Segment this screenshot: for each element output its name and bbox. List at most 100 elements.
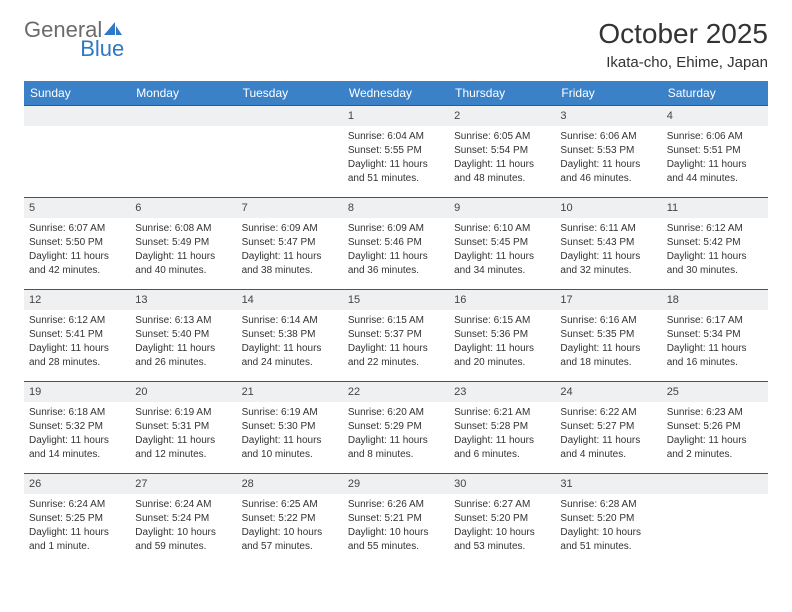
calendar-cell: 30Sunrise: 6:27 AMSunset: 5:20 PMDayligh… (449, 473, 555, 565)
day-number: 18 (662, 289, 768, 310)
sunrise-text: Sunrise: 6:15 AM (454, 314, 550, 327)
daylight-line2: and 10 minutes. (242, 448, 338, 461)
calendar-week: 1Sunrise: 6:04 AMSunset: 5:55 PMDaylight… (24, 105, 768, 197)
calendar-cell: 31Sunrise: 6:28 AMSunset: 5:20 PMDayligh… (555, 473, 661, 565)
day-number-empty (237, 105, 343, 126)
daylight-line2: and 8 minutes. (348, 448, 444, 461)
daylight-line1: Daylight: 11 hours (560, 342, 656, 355)
day-number: 24 (555, 381, 661, 402)
daylight-line1: Daylight: 11 hours (348, 434, 444, 447)
day-info: Sunrise: 6:26 AMSunset: 5:21 PMDaylight:… (343, 494, 449, 556)
daylight-line2: and 34 minutes. (454, 264, 550, 277)
sunset-text: Sunset: 5:38 PM (242, 328, 338, 341)
day-info: Sunrise: 6:11 AMSunset: 5:43 PMDaylight:… (555, 218, 661, 280)
day-info: Sunrise: 6:07 AMSunset: 5:50 PMDaylight:… (24, 218, 130, 280)
calendar-cell-empty (662, 473, 768, 565)
calendar-week: 12 Sunrise: 6:12 AMSunset: 5:41 PM Dayligh… (24, 289, 768, 381)
sunrise-text: Sunrise: 6:24 AM (29, 498, 125, 511)
sunrise-text: Sunrise: 6:06 AM (667, 130, 763, 143)
daylight-line1: Daylight: 11 hours (135, 342, 231, 355)
day-info: Sunrise: 6:20 AMSunset: 5:29 PMDaylight:… (343, 402, 449, 464)
sunset-text: Sunset: 5:45 PM (454, 236, 550, 249)
daylight-line1: Daylight: 11 hours (242, 250, 338, 263)
calendar-cell: 9Sunrise: 6:10 AMSunset: 5:45 PMDaylight… (449, 197, 555, 289)
sunset-text: Sunset: 5:50 PM (29, 236, 125, 249)
sunset-text: Sunset: 5:41 PM (29, 328, 125, 341)
day-info: Sunrise: 6:15 AMSunset: 5:37 PMDaylight:… (343, 310, 449, 372)
daylight-line1: Daylight: 11 hours (667, 342, 763, 355)
calendar-table: SundayMondayTuesdayWednesdayThursdayFrid… (24, 81, 768, 565)
location: Ikata-cho, Ehime, Japan (598, 54, 768, 71)
sunrise-text: Sunrise: 6:20 AM (348, 406, 444, 419)
calendar-week: 5Sunrise: 6:07 AMSunset: 5:50 PMDaylight… (24, 197, 768, 289)
daylight-line2: and 4 minutes. (560, 448, 656, 461)
day-info: Sunrise: 6:28 AMSunset: 5:20 PMDaylight:… (555, 494, 661, 556)
calendar-cell: 4Sunrise: 6:06 AMSunset: 5:51 PMDaylight… (662, 105, 768, 197)
daylight-line1: Daylight: 11 hours (135, 434, 231, 447)
day-number: 12 (24, 289, 130, 310)
calendar-cell: 18Sunrise: 6:17 AMSunset: 5:34 PMDayligh… (662, 289, 768, 381)
sunrise-text: Sunrise: 6:09 AM (242, 222, 338, 235)
daylight-line1: Daylight: 11 hours (348, 158, 444, 171)
day-info: Sunrise: 6:06 AMSunset: 5:53 PMDaylight:… (555, 126, 661, 188)
sunset-text: Sunset: 5:25 PM (29, 512, 125, 525)
daylight-line2: and 24 minutes. (242, 356, 338, 369)
calendar-cell: 6Sunrise: 6:08 AMSunset: 5:49 PMDaylight… (130, 197, 236, 289)
sunrise-text: Sunrise: 6:05 AM (454, 130, 550, 143)
title-block: October 2025 Ikata-cho, Ehime, Japan (598, 18, 768, 71)
day-number: 27 (130, 473, 236, 494)
daylight-line2: and 26 minutes. (135, 356, 231, 369)
day-number: 7 (237, 197, 343, 218)
day-number: 15 (343, 289, 449, 310)
sunset-text: Sunset: 5:20 PM (454, 512, 550, 525)
daylight-line2: and 18 minutes. (560, 356, 656, 369)
sunset-text: Sunset: 5:43 PM (560, 236, 656, 249)
day-info: Sunrise: 6:25 AMSunset: 5:22 PMDaylight:… (237, 494, 343, 556)
daylight-line1: Daylight: 11 hours (667, 434, 763, 447)
weekday-header: Thursday (449, 81, 555, 105)
logo: GeneralBlue (24, 18, 124, 60)
day-number: 9 (449, 197, 555, 218)
calendar-cell: 11Sunrise: 6:12 AMSunset: 5:42 PMDayligh… (662, 197, 768, 289)
day-number: 1 (343, 105, 449, 126)
sunrise-text: Sunrise: 6:22 AM (560, 406, 656, 419)
day-info: Sunrise: 6:06 AMSunset: 5:51 PMDaylight:… (662, 126, 768, 188)
daylight-line2: and 22 minutes. (348, 356, 444, 369)
sunset-text: Sunset: 5:21 PM (348, 512, 444, 525)
day-info: Sunrise: 6:17 AMSunset: 5:34 PMDaylight:… (662, 310, 768, 372)
calendar-cell: 26Sunrise: 6:24 AMSunset: 5:25 PMDayligh… (24, 473, 130, 565)
sunset-text: Sunset: 5:22 PM (242, 512, 338, 525)
daylight-line1: Daylight: 11 hours (29, 250, 125, 263)
day-info: Sunrise: 6:05 AMSunset: 5:54 PMDaylight:… (449, 126, 555, 188)
daylight-line1: Daylight: 11 hours (348, 342, 444, 355)
day-number: 16 (449, 289, 555, 310)
sunrise-text: Sunrise: 6:12 AM (29, 314, 125, 327)
sunrise-text: Sunrise: 6:06 AM (560, 130, 656, 143)
daylight-line2: and 55 minutes. (348, 540, 444, 553)
day-number: 25 (662, 381, 768, 402)
calendar-cell: 3Sunrise: 6:06 AMSunset: 5:53 PMDaylight… (555, 105, 661, 197)
daylight-line1: Daylight: 11 hours (242, 342, 338, 355)
calendar-cell: 1Sunrise: 6:04 AMSunset: 5:55 PMDaylight… (343, 105, 449, 197)
daylight-line2: and 42 minutes. (29, 264, 125, 277)
daylight-line2: and 6 minutes. (454, 448, 550, 461)
day-info: Sunrise: 6:08 AMSunset: 5:49 PMDaylight:… (130, 218, 236, 280)
sunset-text: Sunset: 5:27 PM (560, 420, 656, 433)
daylight-line1: Daylight: 11 hours (29, 526, 125, 539)
day-number: 29 (343, 473, 449, 494)
day-number: 2 (449, 105, 555, 126)
day-info: Sunrise: 6:13 AMSunset: 5:40 PMDaylight:… (130, 310, 236, 372)
daylight-line2: and 36 minutes. (348, 264, 444, 277)
sunset-text: Sunset: 5:40 PM (135, 328, 231, 341)
day-info: Sunrise: 6:04 AMSunset: 5:55 PMDaylight:… (343, 126, 449, 188)
weekday-header: Monday (130, 81, 236, 105)
sunrise-text: Sunrise: 6:23 AM (667, 406, 763, 419)
day-number: 21 (237, 381, 343, 402)
sunrise-text: Sunrise: 6:08 AM (135, 222, 231, 235)
day-number: 4 (662, 105, 768, 126)
sunrise-text: Sunrise: 6:18 AM (29, 406, 125, 419)
daylight-line2: and 46 minutes. (560, 172, 656, 185)
daylight-line1: Daylight: 10 hours (560, 526, 656, 539)
logo-sail-icon (103, 21, 123, 37)
day-number: 31 (555, 473, 661, 494)
